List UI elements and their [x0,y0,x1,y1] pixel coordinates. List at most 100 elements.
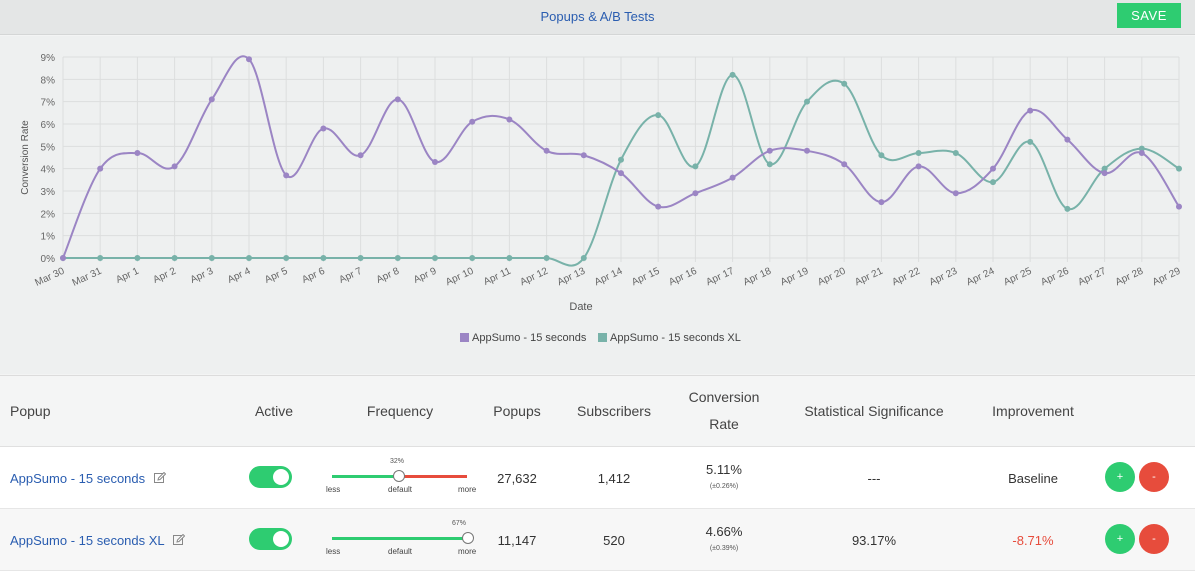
x-tick-label: Mar 31 [71,266,104,289]
data-point [952,190,959,197]
y-tick-label: 5% [41,142,56,153]
x-tick-label: Apr 20 [816,266,848,289]
data-point [134,255,141,261]
frequency-slider[interactable]: 67% less default more [326,520,482,560]
data-point [97,255,104,261]
x-tick-label: Apr 15 [630,266,662,289]
slider-handle[interactable] [393,470,405,482]
frequency-slider[interactable]: 32% less default more [326,458,482,498]
data-point [990,179,996,186]
y-tick-label: 1% [41,232,56,243]
conversion-rate-error: (±0.39%) [709,545,739,552]
data-point [766,147,773,154]
data-point [1064,136,1071,143]
popup-name-link[interactable]: AppSumo - 15 seconds [10,471,166,486]
popups-count: 11,147 [497,533,537,548]
data-point [283,255,290,261]
data-point [1176,165,1182,172]
conversion-rate-value: 5.11% [706,462,742,477]
frequency-percent: 67% [452,520,467,527]
active-toggle[interactable] [249,466,292,488]
data-point [506,255,513,261]
save-button[interactable]: SAVE [1117,3,1181,28]
x-tick-label: Apr 29 [1151,266,1183,289]
data-point [990,165,996,172]
y-axis-label: Conversion Rate [20,120,31,195]
data-point [97,165,104,172]
page-title: Popups & A/B Tests [540,9,655,24]
data-point [320,255,327,261]
data-point [283,172,290,179]
x-tick-label: Apr 17 [705,266,737,289]
remove-variant-button[interactable]: - [1139,524,1169,554]
ab-test-table: Popup Active Frequency Popups Subscriber… [0,375,1195,581]
data-point [246,56,252,63]
x-tick-label: Apr 1 [114,266,141,286]
conversion-chart: 0% 1% 2% 3% 4% 5% 6% 7% 8% 9% Mar 30 Mar 31 Apr 1 Apr… [0,36,1195,374]
header-subscribers: Subscribers [577,403,651,419]
conversion-rate-error: (±0.26%) [709,483,739,490]
x-tick-label: Apr 26 [1039,266,1071,289]
y-tick-label: 0% [41,254,56,265]
active-toggle[interactable] [249,528,292,550]
data-point [394,255,401,261]
data-point [729,71,736,78]
x-tick-label: Apr 22 [891,266,923,289]
slider-label-default: default [388,485,413,494]
slider-track-green [332,475,400,478]
data-point [915,163,922,170]
popups-count: 27,632 [497,471,537,486]
data-point [841,161,848,168]
y-tick-label: 7% [41,98,56,109]
data-point [432,158,438,165]
improvement: Baseline [1008,471,1058,486]
x-tick-label: Apr 5 [263,266,290,286]
header-conversion-line1: Conversion [688,389,760,405]
data-point [320,125,327,132]
x-tick-label: Apr 19 [779,266,811,289]
slider-handle[interactable] [462,532,474,544]
y-tick-label: 8% [41,75,56,86]
data-point [208,96,215,103]
table-row: AppSumo - 15 seconds XL 67% less default… [0,509,1195,571]
edit-icon[interactable] [172,534,185,546]
legend-swatch [598,333,607,342]
slider-track-red [400,475,467,478]
data-point [1101,170,1108,177]
data-point [618,156,624,163]
x-tick-label: Apr 11 [482,266,513,288]
data-point [357,152,364,159]
data-point [432,255,438,261]
table-header: Popup Active Frequency Popups Subscriber… [0,376,1195,447]
data-point [580,255,587,261]
x-tick-label: Apr 2 [152,266,179,286]
data-point [171,255,178,261]
x-tick-label: Apr 9 [412,266,439,286]
data-point [1027,107,1034,114]
data-point [580,152,587,159]
data-point [60,255,66,261]
data-point [394,96,401,103]
conversion-rate-value: 4.66% [705,524,743,539]
y-tick-label: 9% [41,53,56,64]
toggle-knob [273,469,289,485]
x-tick-label: Apr 12 [519,266,551,289]
legend-swatch [460,333,469,342]
statistical-significance: --- [867,471,881,486]
data-point [1138,145,1145,152]
popup-name-link[interactable]: AppSumo - 15 seconds XL [10,533,185,548]
y-tick-label: 3% [41,187,56,198]
data-point [878,199,885,206]
top-bar: Popups & A/B Tests SAVE [0,0,1195,35]
add-variant-button[interactable]: + [1105,524,1135,554]
frequency-percent: 32% [390,458,405,465]
header-significance: Statistical Significance [804,403,944,419]
slider-label-default: default [388,547,413,556]
legend-label: AppSumo - 15 seconds XL [610,332,741,344]
x-tick-label: Apr 24 [965,266,997,289]
x-tick-label: Apr 6 [300,266,327,286]
add-variant-button[interactable]: + [1105,462,1135,492]
remove-variant-button[interactable]: - [1139,462,1169,492]
edit-icon[interactable] [153,472,166,484]
data-point [655,112,662,119]
